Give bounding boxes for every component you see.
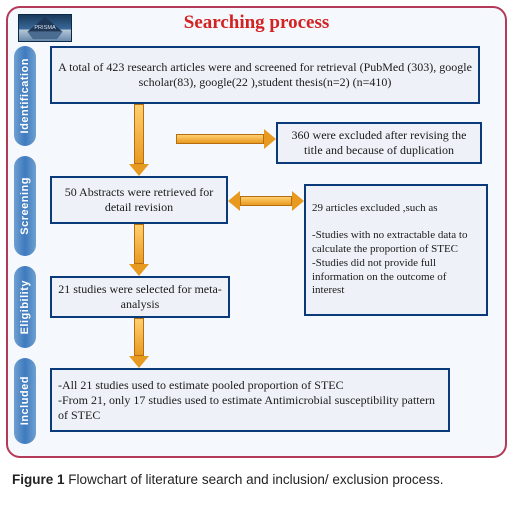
stage-pill-eligibility: Eligibility bbox=[14, 266, 36, 348]
box-text: 50 Abstracts were retrieved for detail r… bbox=[58, 185, 220, 215]
figure-caption-text: Flowchart of literature search and inclu… bbox=[65, 472, 444, 487]
stage-pill-included: Included bbox=[14, 358, 36, 444]
stage-label: Eligibility bbox=[19, 280, 31, 334]
diagram-title: Searching process bbox=[8, 12, 505, 34]
box-text: 21 studies were selected for meta-analys… bbox=[58, 282, 222, 312]
box-text: 29 articles excluded ,such as -Studies w… bbox=[312, 202, 480, 298]
stage-label: Screening bbox=[19, 177, 31, 235]
stage-pill-identification: Identification bbox=[14, 46, 36, 146]
box-text: 360 were excluded after revising the tit… bbox=[284, 128, 474, 158]
box-abstracts-50: 50 Abstracts were retrieved for detail r… bbox=[50, 176, 228, 224]
box-total-articles: A total of 423 research articles were an… bbox=[50, 46, 480, 104]
box-selected-21: 21 studies were selected for meta-analys… bbox=[50, 276, 230, 318]
box-included-results: -All 21 studies used to estimate pooled … bbox=[50, 368, 450, 432]
stage-pill-screening: Screening bbox=[14, 156, 36, 256]
stage-label: Included bbox=[19, 376, 31, 425]
arrow-down-icon bbox=[130, 224, 148, 276]
arrow-right-icon bbox=[176, 130, 276, 148]
arrow-down-icon bbox=[130, 104, 148, 176]
arrow-bidir-icon bbox=[228, 192, 304, 210]
diagram-frame: PRISMA Searching process Identification … bbox=[6, 6, 507, 458]
arrow-down-icon bbox=[130, 318, 148, 368]
box-excluded-360: 360 were excluded after revising the tit… bbox=[276, 122, 482, 164]
figure-label: Figure 1 bbox=[12, 472, 65, 487]
box-text: A total of 423 research articles were an… bbox=[58, 60, 472, 90]
box-text: -All 21 studies used to estimate pooled … bbox=[58, 378, 442, 423]
figure-caption: Figure 1 Flowchart of literature search … bbox=[12, 470, 501, 490]
stage-label: Identification bbox=[19, 58, 31, 133]
box-excluded-29: 29 articles excluded ,such as -Studies w… bbox=[304, 184, 488, 316]
